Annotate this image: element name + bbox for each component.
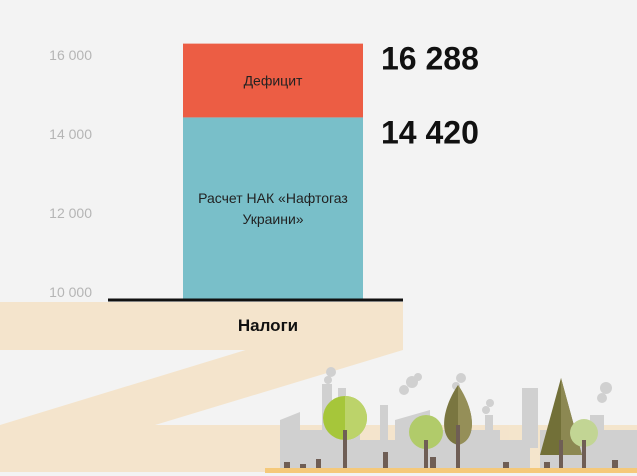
segment-label: Дефицит [244,73,303,89]
bar-segment [183,117,363,300]
base-label: Налоги [238,316,298,335]
total-value-label: 16 288 [381,41,479,77]
total-value-label: 14 420 [381,114,479,150]
y-tick-label: 14 000 [49,126,92,142]
y-tick-label: 10 000 [49,284,92,300]
tree-icon [570,419,598,470]
tree-icon [409,415,443,470]
tree-icon [323,396,367,470]
factory-skyline-illustration [265,367,637,473]
tree-icon [444,385,472,470]
y-tick-label: 12 000 [49,205,92,221]
segment-label: Украини» [242,211,303,227]
bar-segment [183,43,363,118]
segment-label: Расчет НАК «Нафтогаз [198,190,348,206]
y-tick-label: 16 000 [49,47,92,63]
ground-strip [265,468,637,473]
